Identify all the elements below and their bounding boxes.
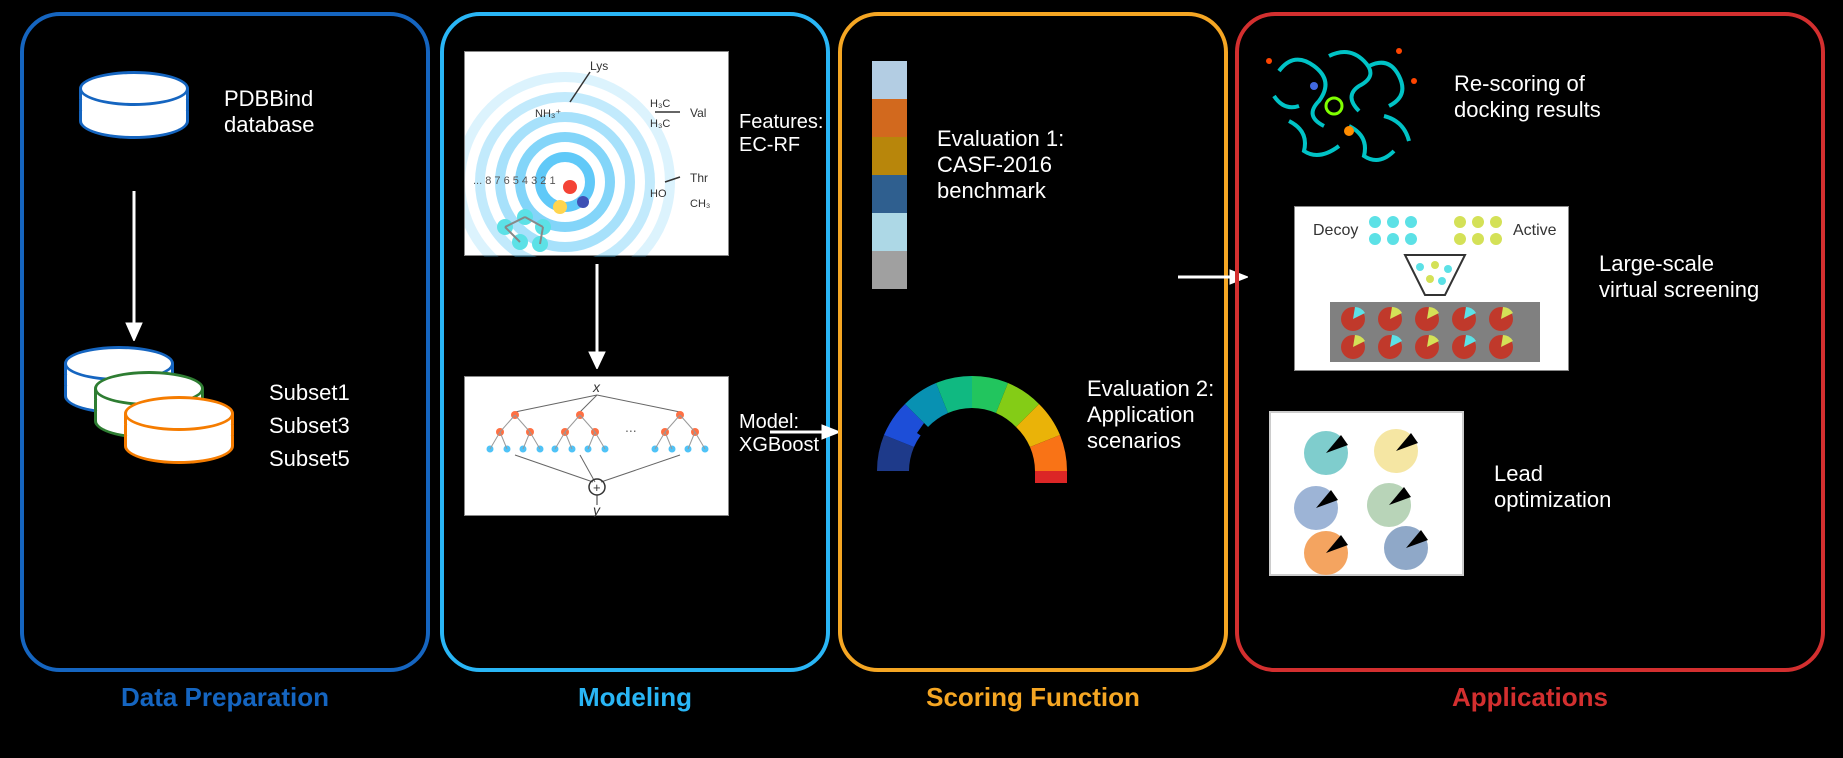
- panel-data-preparation: Data Preparation PDBBind database Subset…: [20, 12, 430, 672]
- label-vs: Large-scale virtual screening: [1599, 251, 1759, 303]
- title-applications: Applications: [1452, 682, 1608, 713]
- protein-icon: [1259, 31, 1429, 176]
- label-subsets: Subset1 Subset3 Subset5: [269, 376, 350, 475]
- svg-text:y: y: [592, 502, 601, 517]
- svg-text:CH₃: CH₃: [690, 198, 710, 210]
- label-features: Features: EC-RF: [739, 111, 823, 157]
- arrow-down-icon: [119, 191, 149, 341]
- panel-scoring: Scoring Function Evaluation 1: CASF-2016…: [838, 12, 1228, 672]
- features-diagram: Lys NH₃⁺ H₃C H₃C Val Thr HO CH₃ ... 8 7 …: [464, 51, 729, 256]
- gauge-icon: [867, 356, 1077, 486]
- label-pdbbind: PDBBind database: [224, 86, 315, 138]
- title-modeling: Modeling: [578, 682, 692, 713]
- panel-applications: Applications Re-scoring of docking resul…: [1235, 12, 1825, 672]
- database-icon: [79, 71, 189, 139]
- arrow-down-icon: [582, 264, 612, 369]
- svg-text:... 8 7 6 5 4 3 2 1: ... 8 7 6 5 4 3 2 1: [473, 175, 556, 187]
- svg-text:H₃C: H₃C: [650, 98, 670, 110]
- svg-text:Decoy: Decoy: [1313, 222, 1358, 239]
- title-data-prep: Data Preparation: [121, 682, 329, 713]
- vs-diagram: Decoy Active: [1294, 206, 1569, 371]
- title-scoring: Scoring Function: [926, 682, 1140, 713]
- svg-text:+: +: [593, 480, 601, 495]
- svg-text:Lys: Lys: [590, 59, 608, 73]
- svg-text:Active: Active: [1513, 222, 1557, 239]
- svg-text:HO: HO: [650, 188, 667, 200]
- svg-text:x: x: [592, 379, 601, 395]
- svg-text:H₃C: H₃C: [650, 118, 670, 130]
- label-rescoring: Re-scoring of docking results: [1454, 71, 1601, 123]
- arrow-right-icon: [770, 420, 840, 444]
- label-eval2: Evaluation 2: Application scenarios: [1087, 376, 1214, 454]
- svg-text:Thr: Thr: [690, 171, 708, 185]
- color-bar: [872, 61, 907, 289]
- model-diagram: x: [464, 376, 729, 516]
- svg-text:Val: Val: [690, 106, 706, 120]
- svg-text:NH₃⁺: NH₃⁺: [535, 108, 561, 120]
- label-eval1: Evaluation 1: CASF-2016 benchmark: [937, 126, 1064, 204]
- lo-diagram: [1269, 411, 1464, 576]
- label-lo: Lead optimization: [1494, 461, 1611, 513]
- svg-text:...: ...: [625, 419, 637, 435]
- panel-modeling: Modeling: [440, 12, 830, 672]
